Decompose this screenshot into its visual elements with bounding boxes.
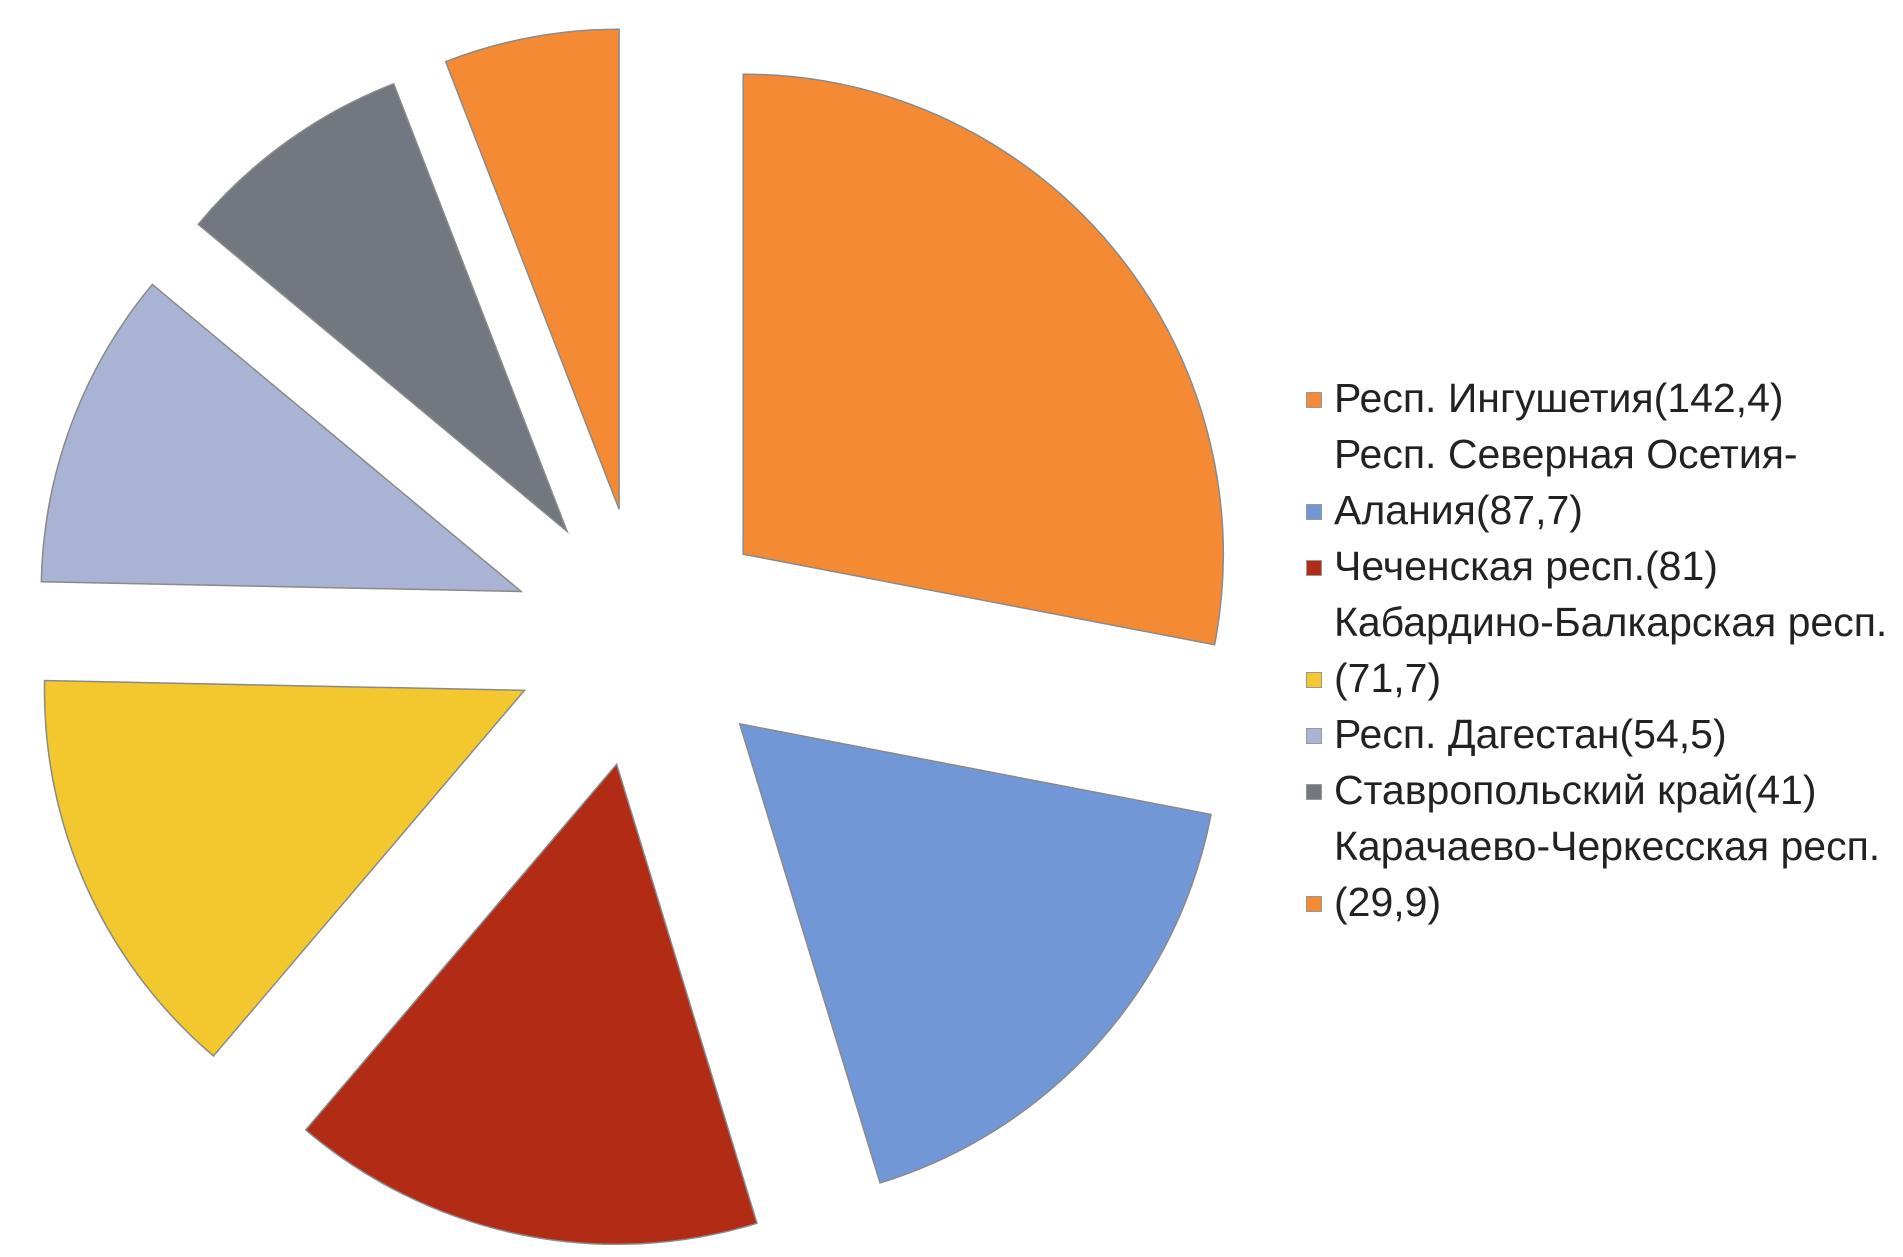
- legend-label: Респ. Северная Осетия-Алания(87,7): [1334, 431, 1798, 533]
- legend-swatch: [1306, 728, 1322, 744]
- legend: Респ. Ингушетия(142,4) Респ. Северная Осе…: [1306, 370, 1896, 930]
- legend-item: Респ. Северная Осетия-Алания(87,7): [1306, 426, 1896, 538]
- legend-label: Карачаево-Черкесская респ.(29,9): [1334, 823, 1881, 925]
- legend-label: Респ. Ингушетия(142,4): [1334, 375, 1784, 421]
- pie-slice: [742, 73, 1224, 646]
- legend-item: Кабардино-Балкарская респ.(71,7): [1306, 594, 1896, 706]
- legend-swatch: [1306, 896, 1322, 912]
- legend-label: Респ. Дагестан(54,5): [1334, 711, 1727, 757]
- legend-item: Карачаево-Черкесская респ.(29,9): [1306, 818, 1896, 930]
- pie-slice: [197, 82, 569, 534]
- legend-label: Кабардино-Балкарская респ.(71,7): [1334, 599, 1888, 701]
- legend-item: Чеченская респ.(81): [1306, 538, 1896, 594]
- legend-item: Респ. Дагестан(54,5): [1306, 706, 1896, 762]
- legend-swatch: [1306, 560, 1322, 576]
- legend-label: Ставропольский край(41): [1334, 767, 1817, 813]
- pie-area: [40, 28, 1224, 1246]
- pie-slice: [40, 283, 524, 593]
- pie-slice: [738, 722, 1212, 1184]
- legend-swatch: [1306, 784, 1322, 800]
- legend-swatch: [1306, 672, 1322, 688]
- pie-slice: [304, 762, 758, 1246]
- pie-slice: [444, 28, 620, 510]
- pie-slice: [43, 679, 527, 1058]
- legend-label: Чеченская респ.(81): [1334, 543, 1718, 589]
- legend-item: Ставропольский край(41): [1306, 762, 1896, 818]
- legend-item: Респ. Ингушетия(142,4): [1306, 370, 1896, 426]
- legend-swatch: [1306, 392, 1322, 408]
- legend-swatch: [1306, 504, 1322, 520]
